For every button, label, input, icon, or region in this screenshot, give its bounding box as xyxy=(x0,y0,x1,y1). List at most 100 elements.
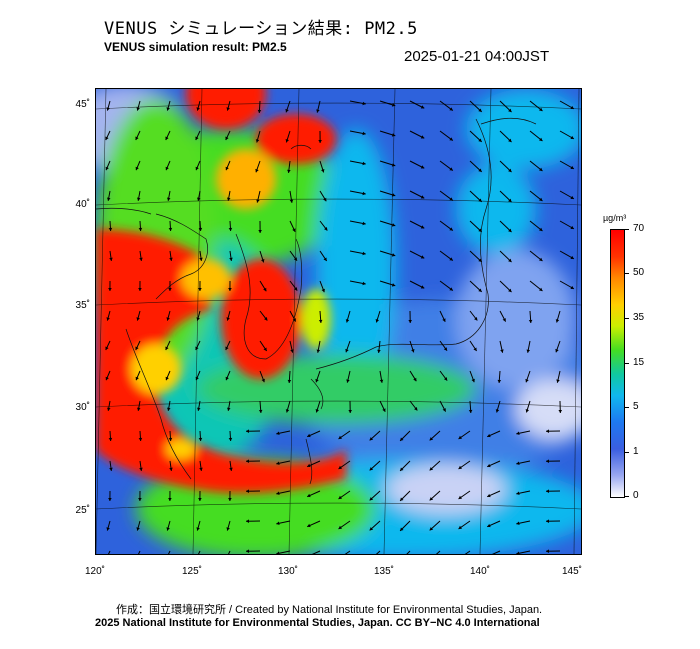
wind-arrow-head xyxy=(135,136,139,141)
wind-arrow-head xyxy=(135,346,139,351)
wind-arrow-head xyxy=(478,288,482,292)
wind-arrow-head xyxy=(165,136,169,141)
wind-arrow-head xyxy=(225,136,229,141)
wind-arrow-head xyxy=(442,318,446,322)
wind-arrow-head xyxy=(246,519,250,523)
wind-arrow-head xyxy=(420,285,425,289)
wind-arrow-head xyxy=(168,227,173,231)
timestamp: 2025-01-21 04:00JST xyxy=(404,48,550,65)
wind-arrow-head xyxy=(165,346,169,351)
wind-arrow-head xyxy=(420,195,425,199)
pm25-map xyxy=(95,88,582,555)
colorbar-label-15: 15 xyxy=(633,357,645,368)
wind-arrow-head xyxy=(478,258,482,262)
wind-arrow-head xyxy=(318,319,323,323)
wind-arrow-head xyxy=(323,197,327,202)
wind-arrow-head xyxy=(508,168,512,173)
wind-arrow-head xyxy=(138,227,143,231)
wind-arrow-head xyxy=(307,463,311,468)
wind-arrow xyxy=(406,550,411,554)
wind-arrow-head xyxy=(408,319,412,323)
credit-line: 作成：国立環境研究所 / Created by National Institu… xyxy=(116,604,543,616)
lat-label-40: 40˚ xyxy=(75,199,90,210)
wind-arrow-head xyxy=(516,551,520,554)
wind-arrow-head xyxy=(478,138,482,142)
wind-arrow-head xyxy=(256,199,260,203)
wind-arrow-head xyxy=(487,523,491,528)
wind-arrow-head xyxy=(546,519,550,524)
colorbar-label-70: 70 xyxy=(633,223,645,234)
wind-arrow-head xyxy=(391,103,396,107)
wind-arrow-head xyxy=(391,283,396,287)
wind-arrow-head xyxy=(261,259,265,263)
wind-arrow-head xyxy=(106,407,111,411)
wind-arrow-head xyxy=(570,165,574,169)
wind-arrow-head xyxy=(316,109,320,113)
wind-arrow-head xyxy=(169,257,173,261)
wind-arrow-head xyxy=(165,376,169,381)
wind-arrow-head xyxy=(105,166,109,171)
wind-arrow-head xyxy=(229,257,233,261)
wind-arrow-head xyxy=(315,378,319,383)
wind-arrow-head xyxy=(324,227,328,231)
wind-arrow-head xyxy=(106,527,110,531)
wind-arrow-head xyxy=(556,379,560,383)
wind-arrow-head xyxy=(471,378,475,383)
wind-arrow-head xyxy=(195,346,199,351)
wind-arrow-head xyxy=(539,137,543,141)
wind-arrow-head xyxy=(228,227,233,231)
wind-arrow-head xyxy=(109,257,113,261)
wind-arrow-head xyxy=(139,257,143,261)
wind-arrow xyxy=(492,550,501,554)
wind-arrow xyxy=(228,550,231,554)
colorbar-label-50: 50 xyxy=(633,267,645,278)
wind-arrow-head xyxy=(109,467,113,471)
wind-arrow-head xyxy=(105,346,109,351)
wind-arrow-head xyxy=(257,109,262,113)
wind-arrow-head xyxy=(196,197,201,201)
wind-arrow-head xyxy=(500,349,504,353)
wind-arrow-head xyxy=(135,166,139,171)
wind-arrow-head xyxy=(263,287,267,292)
wind-arrow-head xyxy=(570,105,574,109)
wind-arrow-head xyxy=(429,497,434,501)
wind-arrow-head xyxy=(195,376,199,381)
wind-arrow-head xyxy=(570,225,574,229)
wind-arrow-head xyxy=(226,197,231,201)
wind-arrow-head xyxy=(546,549,550,554)
lat-label-25: 25˚ xyxy=(75,505,90,516)
wind-arrow-head xyxy=(166,107,170,111)
wind-arrow-head xyxy=(318,139,322,143)
lon-label-140: 140˚ xyxy=(469,566,490,577)
wind-arrow-head xyxy=(292,228,296,232)
wind-arrow-head xyxy=(420,135,425,139)
wind-arrow-head xyxy=(198,227,203,231)
wind-arrow-head xyxy=(508,138,512,143)
wind-arrow xyxy=(464,550,471,554)
wind-arrow-head xyxy=(106,107,110,111)
wind-arrow-head xyxy=(414,407,418,411)
colorbar-tick xyxy=(624,229,629,230)
wind-arrow-head xyxy=(195,136,199,141)
wind-arrow-head xyxy=(166,317,170,321)
wind-arrow-head xyxy=(473,347,477,352)
wind-arrow-head xyxy=(106,317,110,321)
colorbar-label-35: 35 xyxy=(633,312,645,323)
title-jp: VENUS シミュレーション結果: PM2.5 xyxy=(104,19,418,39)
colorbar xyxy=(610,229,625,498)
wind-arrow-head xyxy=(539,107,543,111)
wind-arrow-head xyxy=(382,408,386,412)
copyright-line: 2025 National Institute for Environmenta… xyxy=(95,617,540,629)
wind-arrow-head xyxy=(228,497,232,501)
wind-arrow-head xyxy=(226,527,230,531)
wind-arrow-head xyxy=(443,377,448,381)
colorbar-tick xyxy=(624,273,629,274)
wind-arrow-head xyxy=(570,135,574,139)
wind-arrow-head xyxy=(539,227,543,231)
wind-arrow-head xyxy=(478,168,482,172)
wind-arrow-head xyxy=(570,285,574,289)
wind-arrow-head xyxy=(106,197,111,201)
wind-arrow-head xyxy=(570,195,574,199)
wind-arrow-head xyxy=(555,319,560,323)
wind-arrow-head xyxy=(276,521,280,526)
